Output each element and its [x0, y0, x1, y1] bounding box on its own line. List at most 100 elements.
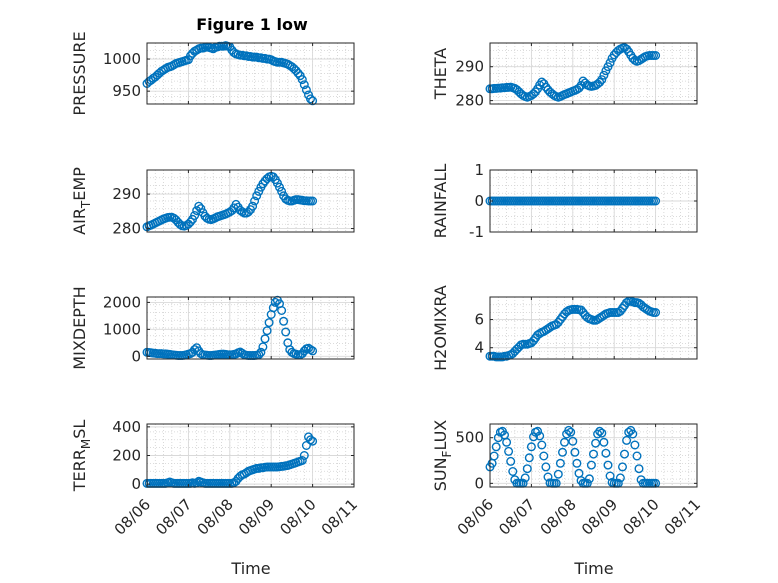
data-point	[260, 334, 270, 344]
data-point	[297, 75, 307, 85]
data-point	[308, 96, 318, 106]
data-point	[502, 437, 512, 447]
y-tick-label: 1000	[103, 320, 141, 338]
data-point	[190, 210, 200, 220]
data-point	[533, 426, 543, 436]
data-point	[599, 70, 609, 80]
data-point	[601, 448, 611, 458]
data-point	[237, 348, 247, 358]
axes-box	[146, 42, 355, 105]
y-axis-label: H2OMIXRA	[431, 285, 450, 371]
plot-area	[147, 297, 354, 359]
y-axis-label: RAINFALL	[431, 164, 450, 239]
data-point	[560, 437, 570, 447]
x-axis-label-left: Time	[230, 559, 270, 578]
y-tick-label: 280	[112, 220, 141, 238]
y-tick-label: 2000	[103, 293, 141, 311]
x-tick-label: 08/07	[495, 495, 538, 538]
data-point	[306, 435, 316, 445]
y-tick-label: -1	[469, 223, 484, 241]
data-point	[306, 345, 316, 355]
data-point	[275, 182, 285, 192]
x-tick-label: 08/09	[235, 495, 278, 538]
data-point	[535, 431, 545, 441]
x-tick-label: 08/10	[619, 495, 662, 538]
data-point	[537, 440, 547, 450]
data-point	[308, 196, 318, 206]
data-point	[605, 58, 615, 68]
series-markers	[485, 296, 661, 362]
data-point	[301, 441, 311, 451]
data-point	[194, 201, 204, 211]
y-tick-label: 280	[455, 92, 484, 110]
data-point	[308, 346, 318, 356]
y-tick-label: 290	[455, 58, 484, 76]
tick-marks	[489, 424, 698, 487]
data-point	[603, 460, 613, 470]
data-point	[541, 462, 551, 472]
data-point	[248, 201, 258, 211]
data-point	[651, 51, 661, 61]
data-point	[584, 474, 594, 484]
y-tick-label: 400	[112, 418, 141, 436]
data-point	[597, 428, 607, 438]
data-point	[252, 191, 262, 201]
data-point	[628, 429, 638, 439]
x-tick-label: 08/11	[318, 495, 361, 538]
data-point	[524, 453, 534, 463]
y-tick-label: 6	[474, 311, 484, 329]
data-point	[595, 77, 605, 87]
data-point	[543, 472, 553, 482]
y-tick-label: 0	[474, 474, 484, 492]
series-markers	[142, 41, 318, 106]
data-point	[634, 464, 644, 474]
data-point	[250, 196, 260, 206]
data-point	[264, 318, 274, 328]
x-tick-label: 08/08	[537, 495, 580, 538]
data-point	[564, 425, 574, 435]
data-point	[306, 94, 316, 104]
figure-title: Figure 1 low	[196, 15, 308, 34]
tick-marks	[146, 43, 355, 104]
x-tick-label: 08/07	[152, 495, 195, 538]
y-tick-label: 0	[131, 475, 141, 493]
y-tick-label: 4	[474, 339, 484, 357]
data-point	[558, 447, 568, 457]
y-axis-label: MIXDEPTH	[70, 286, 89, 369]
data-point	[268, 172, 278, 182]
subplot-pressure: 950 1000 PRESSURE	[70, 31, 355, 116]
data-point	[574, 83, 584, 93]
x-tick-label: 08/08	[194, 495, 237, 538]
data-point	[586, 460, 596, 470]
series-markers	[485, 43, 661, 102]
data-point	[568, 436, 578, 446]
y-axis-label: PRESSURE	[70, 31, 89, 115]
subplot-theta: 280 290 THETA	[431, 42, 698, 110]
tick-marks	[489, 169, 698, 233]
data-point	[299, 80, 309, 90]
data-point	[258, 342, 268, 352]
data-point	[279, 316, 289, 326]
tick-marks	[146, 424, 355, 487]
tick-marks	[489, 43, 698, 104]
plot-area	[490, 297, 697, 359]
data-point	[589, 449, 599, 459]
data-point	[504, 446, 514, 456]
subplot-terr-msl: 0 200 400 TERRMSL 08/0608/0708/0808/0908/100…	[70, 418, 361, 539]
axes-box	[146, 296, 355, 360]
data-point	[593, 429, 603, 439]
series-markers	[485, 425, 661, 488]
data-point	[566, 427, 576, 437]
data-point	[308, 436, 318, 446]
x-axis-label-right: Time	[573, 559, 613, 578]
data-point	[506, 456, 516, 466]
data-point	[630, 440, 640, 450]
data-point	[237, 207, 247, 217]
series-markers	[485, 196, 661, 206]
data-point	[570, 447, 580, 457]
subplot-air-temp: 280 290 AIRTEMP	[70, 167, 355, 238]
data-point	[301, 85, 311, 95]
data-point	[277, 306, 287, 316]
data-point	[622, 44, 632, 54]
